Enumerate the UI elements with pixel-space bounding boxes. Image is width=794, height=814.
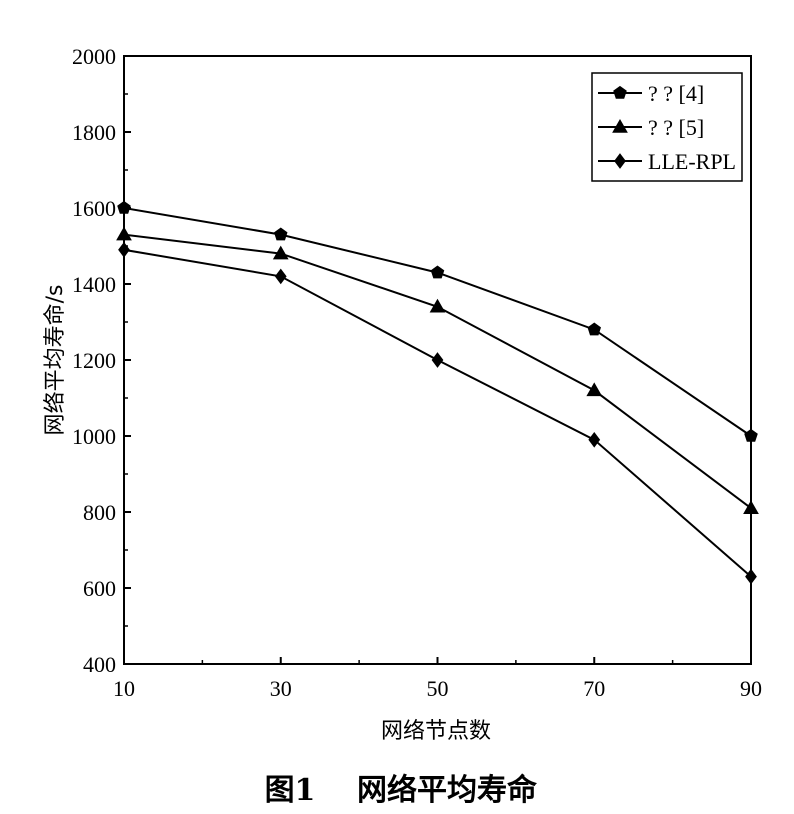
x-tick-label: 70 <box>583 676 605 701</box>
series-line <box>123 207 752 437</box>
data-point-pentagon <box>117 200 131 214</box>
x-tick-label: 30 <box>270 676 292 701</box>
data-point-diamond <box>588 431 601 448</box>
data-point-triangle <box>586 382 603 397</box>
caption-number: 图1 <box>265 773 316 808</box>
x-axis-title: 网络节点数 <box>381 719 491 744</box>
caption-text: 网络平均寿命 <box>357 773 538 808</box>
legend-label: ? ? [5] <box>648 115 704 140</box>
legend: ? ? [4] ? ? [5] LLE-RPL <box>591 72 743 182</box>
data-point-diamond <box>274 268 287 285</box>
data-point-diamond <box>118 241 130 258</box>
x-tick-label: 50 <box>427 676 449 701</box>
series-layer <box>116 200 759 585</box>
y-tick-label: 2000 <box>72 44 116 69</box>
x-tick-label: 10 <box>113 676 135 701</box>
y-tick-label: 1600 <box>72 196 116 221</box>
legend-marker-pentagon <box>613 85 627 99</box>
data-point-triangle <box>429 298 446 313</box>
legend-entry: ? ? [4] <box>598 81 704 106</box>
legend-entry: ? ? [5] <box>598 115 704 140</box>
figure-caption: 图1 网络平均寿命 <box>265 773 538 808</box>
data-point-triangle <box>116 226 132 241</box>
legend-label: ? ? [4] <box>648 81 704 106</box>
y-axis-title: 网络平均寿命/s <box>43 285 68 436</box>
data-point-pentagon <box>274 227 288 241</box>
data-point-pentagon <box>587 322 601 336</box>
data-point-triangle <box>743 500 759 514</box>
y-tick-label: 1000 <box>72 424 116 449</box>
series-3 <box>118 241 757 585</box>
series-1 <box>117 200 758 442</box>
y-tick-label: 400 <box>83 652 116 677</box>
series-2 <box>116 226 759 514</box>
legend-label: LLE-RPL <box>648 149 736 174</box>
y-tick-label: 600 <box>83 576 116 601</box>
data-point-triangle <box>272 245 289 260</box>
data-point-diamond <box>745 568 757 585</box>
x-tick-label: 90 <box>740 676 762 701</box>
y-tick-label: 1400 <box>72 272 116 297</box>
y-tick-label: 800 <box>83 500 116 525</box>
data-point-diamond <box>431 352 444 368</box>
legend-entry: LLE-RPL <box>598 149 736 174</box>
y-tick-label: 1800 <box>72 120 116 145</box>
y-tick-label: 1200 <box>72 348 116 373</box>
legend-marker-diamond <box>614 153 626 169</box>
data-point-pentagon <box>430 265 445 279</box>
y-axis-ticks: 400 600 800 1000 1200 1400 1600 1800 2000 <box>72 44 131 677</box>
x-axis-ticks: 10 30 50 70 90 <box>113 657 762 701</box>
legend-marker-triangle <box>612 118 628 133</box>
data-point-pentagon <box>744 428 758 442</box>
